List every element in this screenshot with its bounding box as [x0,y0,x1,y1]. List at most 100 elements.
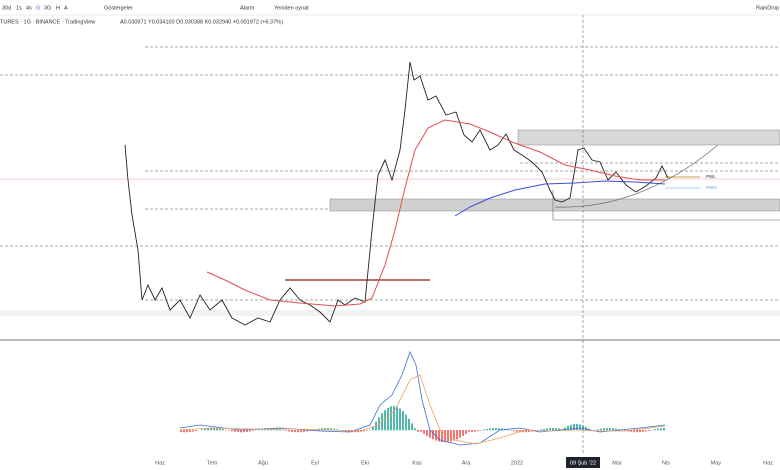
histogram-bar [603,428,605,431]
histogram-bar [462,430,464,436]
histogram-bar [249,430,251,432]
histogram-bar [276,428,278,431]
interval[interactable]: 1s [16,5,22,11]
x-axis-label: 2022 [511,460,523,466]
histogram-bar [180,430,182,433]
histogram-bar [513,430,515,432]
histogram-bar [570,424,572,431]
histogram-bar [417,430,419,432]
levels: PWL PWO [0,46,780,316]
histogram-bar [507,429,509,431]
histogram-bar [483,429,485,431]
histogram-bar [303,430,305,432]
level-label: PWL [706,174,716,179]
histogram-bar [657,428,659,431]
zone [0,310,780,316]
ohlc-legend: A0.030971 Y0.034100 D0.030388 K0.032940 … [120,19,283,25]
histogram-bar [402,411,404,431]
interval[interactable]: 3G [44,5,51,11]
histogram [180,406,665,443]
histogram-bar [240,430,242,433]
interval[interactable]: G [36,5,40,11]
histogram-bar [549,428,551,431]
histogram-bar [501,428,503,431]
x-axis-label: Haz [155,460,165,466]
interval[interactable]: 30d [2,5,11,11]
crosshair-label: 09 Şub '22 [570,460,596,466]
x-axis-label: May [711,460,722,466]
histogram-bar [189,430,191,432]
histogram-bar [369,429,371,431]
interval[interactable]: H [56,5,60,11]
x-axis: Haz Tem Ağu Eyl Eki Kas Ara 2022 09 Şub … [155,457,773,468]
histogram-bar [453,430,455,441]
histogram-bar [288,430,290,432]
histogram-bar [516,430,518,432]
interval[interactable]: 4s [26,5,32,11]
histogram-bar [558,428,560,431]
user-name[interactable]: RainDrop [756,5,779,11]
symbol-legend: TURES · 1G · BINANCE · TradingView [0,19,95,25]
histogram-bar [225,429,227,431]
histogram-bar [465,430,467,434]
histogram-bar [258,429,260,431]
histogram-bar [495,428,497,431]
histogram-bar [612,428,614,431]
histogram-bar [555,428,557,431]
histogram-bar [207,428,209,431]
x-axis-label: Kas [412,460,422,466]
indicators-button[interactable]: Göstergeler [104,5,133,11]
histogram-bar [411,423,413,431]
histogram-bar [435,430,437,441]
histogram-bar [477,430,479,432]
histogram-bar [630,430,632,432]
price-path [124,61,669,326]
histogram-bar [528,430,530,433]
histogram-bar [297,430,299,433]
histogram-bar [300,430,302,433]
histogram-bar [459,430,461,438]
histogram-bar [585,427,587,431]
alarm-button[interactable]: Alarm [240,5,255,11]
histogram-bar [252,430,254,431]
histogram-bar [606,428,608,431]
histogram-bar [582,425,584,431]
histogram-bar [279,429,281,431]
histogram-bar [327,428,329,431]
histogram-bar [636,430,638,433]
histogram-bar [393,406,395,431]
histogram-bar [609,428,611,431]
histogram-bar [261,428,263,431]
histogram-bar [510,430,512,431]
histogram-bar [432,430,434,440]
histogram-bar [429,430,431,438]
macd-line [179,350,666,446]
histogram-bar [213,428,215,431]
histogram-bar [579,424,581,431]
histogram-bar [645,430,647,432]
histogram-bar [306,430,308,432]
histogram-bar [294,430,296,433]
zone [329,198,780,212]
trend-curve [554,144,719,208]
histogram-bar [576,424,578,431]
histogram-bar [204,428,206,431]
histogram-bar [216,428,218,431]
interval[interactable]: A [64,5,68,11]
histogram-bar [519,430,521,433]
x-axis-label: Mar [612,460,622,466]
x-axis-label: Ağu [258,460,268,466]
x-axis-label: Eki [361,460,369,466]
histogram-bar [408,418,410,431]
histogram-bar [387,407,389,431]
histogram-bar [597,429,599,431]
replay-button[interactable]: Yeniden oynat [274,5,309,11]
histogram-bar [324,428,326,431]
histogram-bar [660,428,662,431]
histogram-bar [231,430,233,432]
histogram-bar [567,425,569,431]
histogram-bar [471,430,473,433]
histogram-bar [390,406,392,431]
histogram-bar [648,430,650,431]
